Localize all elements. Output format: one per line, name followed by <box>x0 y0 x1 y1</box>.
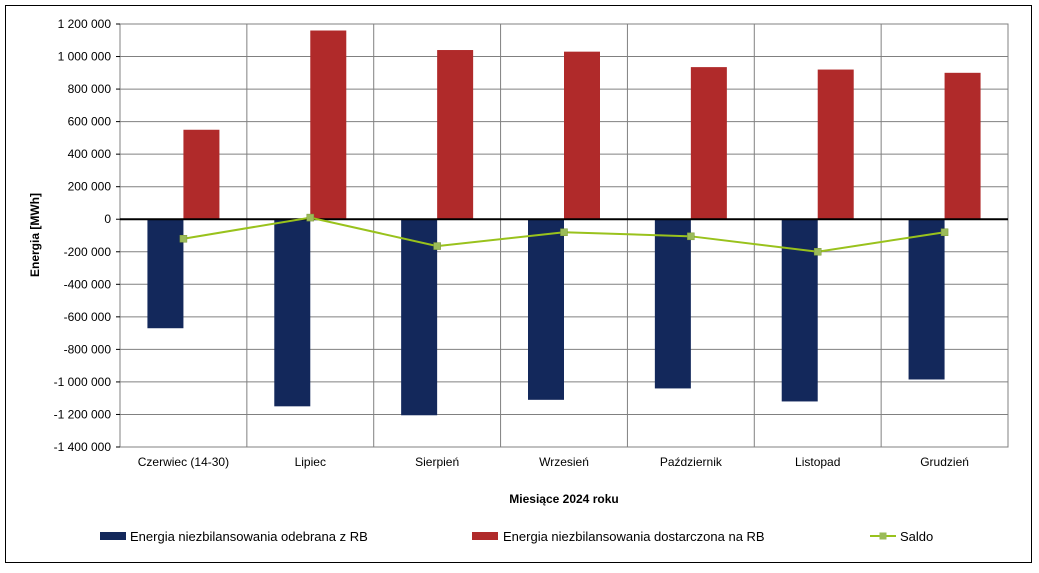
legend-swatch <box>100 532 126 540</box>
y-tick-label: -400 000 <box>64 277 112 291</box>
saldo-point <box>813 248 822 256</box>
bar-dostarczona <box>437 50 474 220</box>
y-tick-label: 1 200 000 <box>58 17 112 31</box>
bar-dostarczona <box>944 72 981 220</box>
legend: Energia niezbilansowania odebrana z RB En… <box>100 529 933 544</box>
y-tick-label: -1 200 000 <box>54 407 112 421</box>
y-tick-label: -1 000 000 <box>54 375 112 389</box>
y-tick-label: 800 000 <box>68 82 112 96</box>
bar-odebrana <box>274 219 311 407</box>
bar-dostarczona <box>183 129 220 220</box>
saldo-point <box>940 228 949 236</box>
bar-dostarczona <box>690 67 727 220</box>
x-axis-title: Miesiące 2024 roku <box>509 492 618 506</box>
legend-label: Saldo <box>900 529 933 544</box>
y-axis-ticks: 1 200 000 1 000 000 800 000 600 000 400 000 2… <box>54 17 120 454</box>
bars <box>147 30 981 416</box>
saldo-point <box>560 228 568 236</box>
y-tick-label: 200 000 <box>68 180 112 194</box>
x-tick-label: Październik <box>660 455 723 469</box>
saldo-series <box>179 213 949 256</box>
y-tick-label: -1 400 000 <box>54 440 112 454</box>
bar-dostarczona <box>817 69 854 220</box>
saldo-point <box>433 242 441 250</box>
bar-odebrana <box>654 219 691 389</box>
legend-swatch-marker <box>879 532 887 540</box>
x-tick-label: Czerwiec (14-30) <box>138 455 229 469</box>
y-tick-label: 400 000 <box>68 147 112 161</box>
bar-odebrana <box>401 219 438 416</box>
legend-label: Energia niezbilansowania dostarczona na … <box>503 529 765 544</box>
bar-odebrana <box>147 219 184 329</box>
legend-label: Energia niezbilansowania odebrana z RB <box>130 529 368 544</box>
y-tick-label: -800 000 <box>64 342 112 356</box>
y-tick-label: 0 <box>104 212 111 226</box>
bar-odebrana <box>528 219 564 400</box>
x-tick-label: Wrzesień <box>539 455 589 469</box>
x-axis-ticks: Czerwiec (14-30) Lipiec Sierpień Wrzesień Pa… <box>138 455 969 469</box>
y-tick-label: 1 000 000 <box>58 50 112 64</box>
bar-dostarczona <box>310 30 347 220</box>
bar-dostarczona <box>564 51 600 220</box>
y-tick-label: -200 000 <box>64 245 112 259</box>
bar-odebrana <box>908 219 945 380</box>
y-tick-label: 600 000 <box>68 115 112 129</box>
bar-odebrana <box>781 219 818 402</box>
y-axis-title: Energia [MWh] <box>28 193 42 277</box>
x-tick-label: Lipiec <box>295 455 326 469</box>
y-tick-label: -600 000 <box>64 310 112 324</box>
saldo-point <box>179 235 188 243</box>
saldo-point <box>306 213 315 222</box>
x-tick-label: Listopad <box>795 455 840 469</box>
x-tick-label: Sierpień <box>415 455 459 469</box>
x-tick-label: Grudzień <box>920 455 969 469</box>
saldo-point <box>687 232 695 241</box>
legend-swatch <box>472 532 498 540</box>
